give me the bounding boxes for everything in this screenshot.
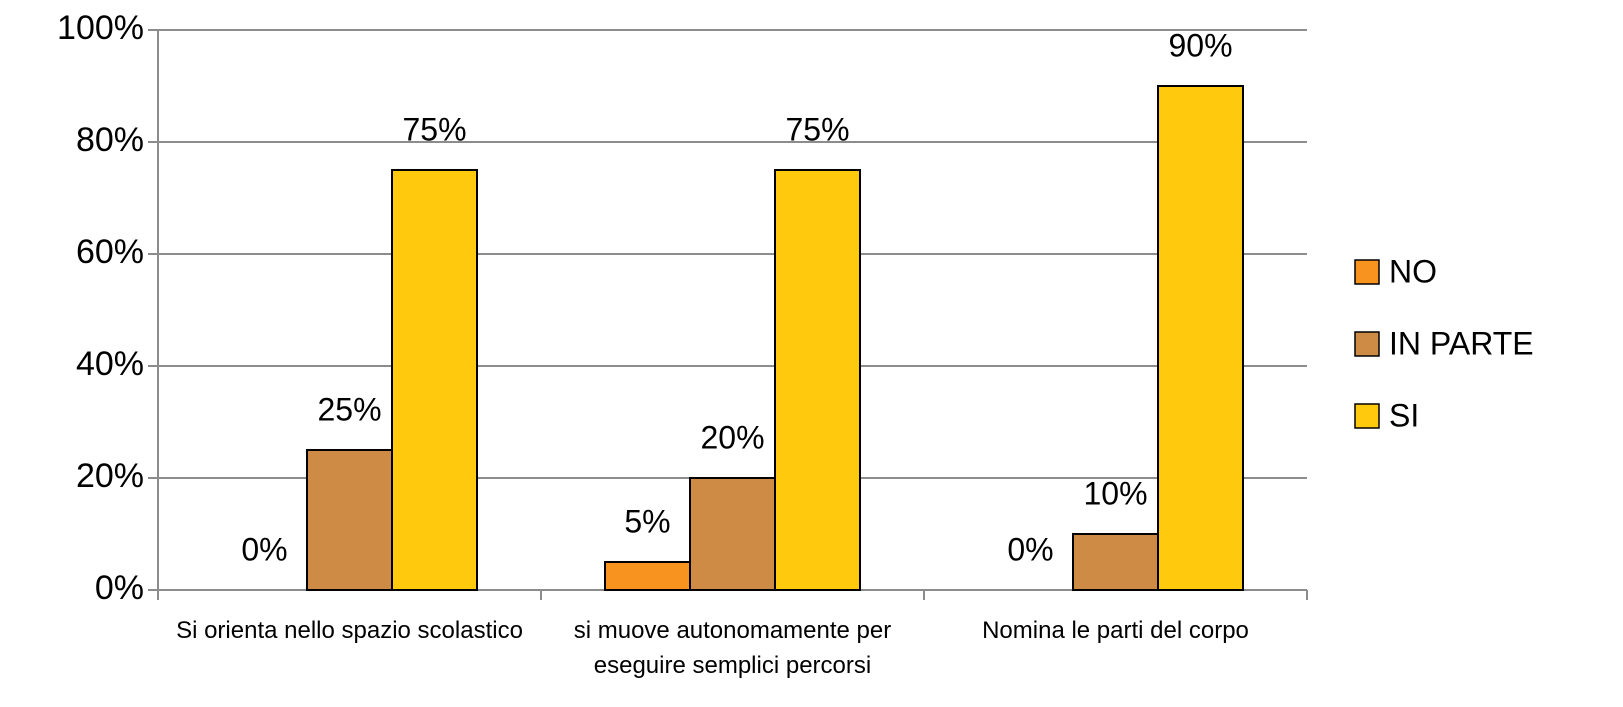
data-label: 75% <box>402 111 466 147</box>
legend-label: SI <box>1389 397 1419 433</box>
x-tick-label: Nomina le parti del corpo <box>982 617 1249 644</box>
y-tick-label: 60% <box>76 233 144 271</box>
x-tick-line: Nomina le parti del corpo <box>982 617 1249 644</box>
legend-label: NO <box>1389 253 1437 289</box>
legend-label: IN PARTE <box>1389 325 1534 361</box>
data-label: 0% <box>1007 531 1053 567</box>
data-label: 20% <box>700 419 764 455</box>
x-tick-label: si muove autonomamente per eseguire sempl… <box>574 617 892 679</box>
legend-swatch <box>1354 259 1380 285</box>
x-tick-line: Si orienta nello spazio scolastico <box>176 617 523 644</box>
bar <box>774 169 861 591</box>
bar <box>689 477 776 591</box>
bar <box>1072 533 1159 591</box>
x-tick-line: si muove autonomamente per <box>574 617 892 644</box>
bar <box>306 449 393 591</box>
data-label: 0% <box>241 531 287 567</box>
legend-swatch <box>1354 403 1380 429</box>
data-label: 90% <box>1168 27 1232 63</box>
y-tick-label: 0% <box>95 569 144 607</box>
y-tick-label: 80% <box>76 121 144 159</box>
legend-swatch <box>1354 331 1380 357</box>
data-label: 25% <box>317 391 381 427</box>
x-tick-label: Si orienta nello spazio scolastico <box>176 617 523 644</box>
y-tick-label: 100% <box>57 9 144 47</box>
bar <box>1157 85 1244 591</box>
data-label: 5% <box>624 503 670 539</box>
y-tick-label: 40% <box>76 345 144 383</box>
x-tick-line: eseguire semplici percorsi <box>594 652 871 679</box>
bar <box>604 561 691 591</box>
data-label: 10% <box>1083 475 1147 511</box>
y-tick-label: 20% <box>76 457 144 495</box>
bar <box>391 169 478 591</box>
data-label: 75% <box>785 111 849 147</box>
